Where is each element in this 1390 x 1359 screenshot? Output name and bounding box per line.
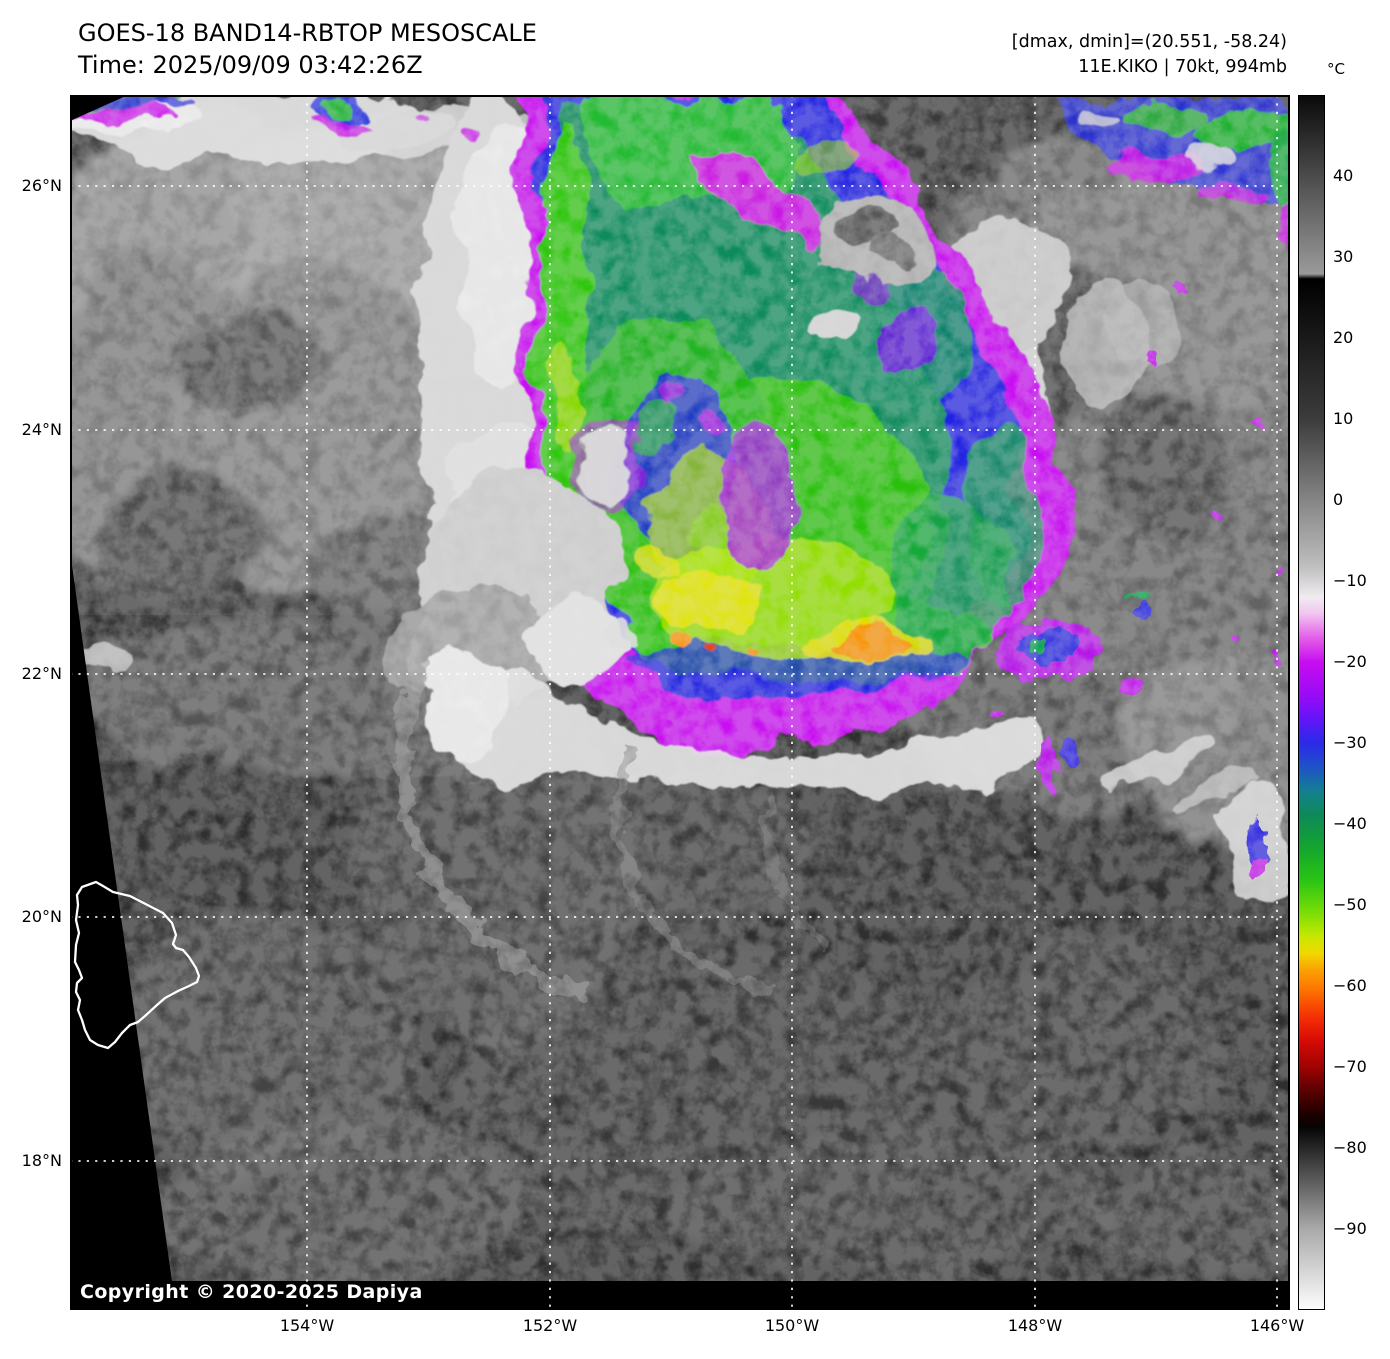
map-frame <box>70 95 1290 1310</box>
noise-texture <box>70 95 1290 1310</box>
range-annotation: [dmax, dmin]=(20.551, -58.24) <box>1011 32 1287 52</box>
lat-tick-label: 20°N <box>21 907 62 926</box>
colorbar-tick-label: −60 <box>1333 976 1367 995</box>
colorbar-tick-label: −50 <box>1333 895 1367 914</box>
colorbar-tick-label: 10 <box>1333 409 1354 428</box>
colorbar-tick-label: −20 <box>1333 652 1367 671</box>
annotation-block: [dmax, dmin]=(20.551, -58.24) 11E.KIKO |… <box>1012 30 1287 80</box>
colorbar-gradient <box>1299 96 1324 1309</box>
colorbar-tick-label: 40 <box>1333 166 1354 185</box>
colorbar-tick-label: −80 <box>1333 1138 1367 1157</box>
colorbar-tick-label: 30 <box>1333 247 1354 266</box>
lat-tick-label: 26°N <box>21 176 62 195</box>
figure-timestamp: Time: 2025/09/09 03:42:26Z <box>78 51 423 79</box>
lat-tick-label: 24°N <box>21 420 62 439</box>
lon-tick-label: 150°W <box>764 1316 820 1335</box>
colorbar-tick-label: −10 <box>1333 571 1367 590</box>
colorbar-tick-label: −90 <box>1333 1219 1367 1238</box>
hawaii-island-outline <box>73 880 201 1050</box>
lon-tick-label: 152°W <box>522 1316 578 1335</box>
colorbar-unit-label: °C <box>1327 60 1345 78</box>
copyright-text: Copyright © 2020-2025 Dapiya <box>80 1281 423 1303</box>
satellite-map: Copyright © 2020-2025 Dapiya <box>70 95 1290 1310</box>
lon-tick-label: 146°W <box>1249 1316 1305 1335</box>
figure-title: GOES-18 BAND14-RBTOP MESOSCALE <box>78 19 537 47</box>
colorbar-tick-label: −70 <box>1333 1057 1367 1076</box>
no-data-regions <box>70 95 1290 1310</box>
colorbar-tick-label: −40 <box>1333 814 1367 833</box>
lat-tick-label: 18°N <box>21 1151 62 1170</box>
colorbar-tick-label: 0 <box>1333 490 1344 509</box>
lon-tick-label: 148°W <box>1007 1316 1063 1335</box>
colorbar-tick-label: 20 <box>1333 328 1354 347</box>
grid-overlay <box>70 95 1290 1310</box>
storm-annotation: 11E.KIKO | 70kt, 994mb <box>1078 57 1287 77</box>
satellite-imagery <box>70 95 1290 1310</box>
lat-tick-label: 22°N <box>21 664 62 683</box>
colorbar <box>1298 95 1325 1310</box>
colorbar-tick-label: −30 <box>1333 733 1367 752</box>
lon-tick-label: 154°W <box>279 1316 335 1335</box>
